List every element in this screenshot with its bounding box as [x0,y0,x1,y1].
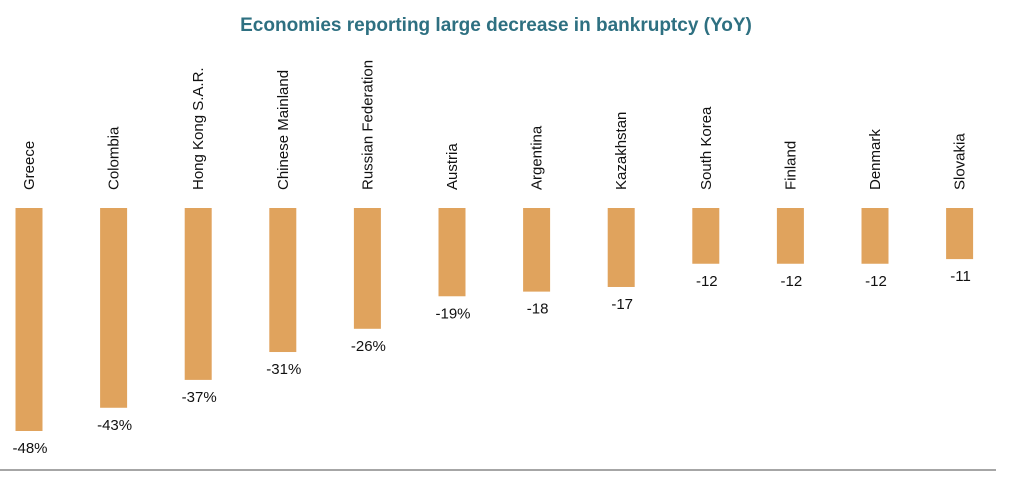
bar [184,208,212,380]
bar [861,208,889,264]
data-label: -37% [182,389,217,406]
bar [438,208,466,297]
category-label: Kazakhstan [613,112,630,190]
bar [100,208,128,408]
category-label: Denmark [867,129,884,190]
bar [692,208,720,264]
data-label: -11 [950,268,971,285]
data-label: -12 [865,273,887,290]
bar [353,208,381,329]
category-label: Slovakia [952,133,969,190]
category-label: Chinese Mainland [275,70,292,190]
data-label: -43% [97,417,132,434]
category-label: Austria [444,143,461,190]
bar [269,208,297,353]
bar [946,208,974,260]
data-label: -12 [696,273,718,290]
data-label: -26% [351,338,386,355]
chart-title: Economies reporting large decrease in ba… [240,15,752,36]
bar [776,208,804,264]
category-label: Argentina [529,125,546,190]
data-label: -48% [12,440,47,457]
category-label: Greece [21,141,38,190]
data-label: -18 [527,301,549,318]
category-label: Finland [782,141,799,190]
data-label: -31% [266,361,301,378]
bar [15,208,43,431]
data-label: -12 [781,273,803,290]
category-label: South Korea [698,106,715,190]
category-label: Hong Kong S.A.R. [190,67,207,190]
bar [607,208,635,287]
bar [523,208,551,292]
category-label: Colombia [106,126,123,190]
bars-group: Greece -48% Colombia -43% Hong Kong S.A.R. -3… [12,60,974,457]
category-label: Russian Federation [359,60,376,190]
data-label: -19% [435,305,470,322]
data-label: -17 [611,296,633,313]
